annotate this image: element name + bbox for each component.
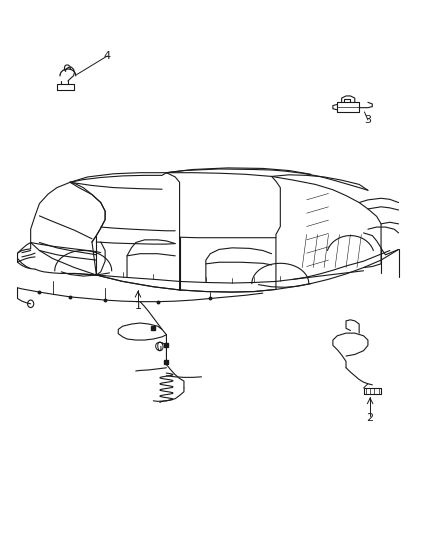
Text: 1: 1: [134, 302, 141, 311]
Text: 2: 2: [367, 414, 374, 423]
Text: 4: 4: [104, 51, 111, 61]
Text: 3: 3: [364, 115, 371, 125]
